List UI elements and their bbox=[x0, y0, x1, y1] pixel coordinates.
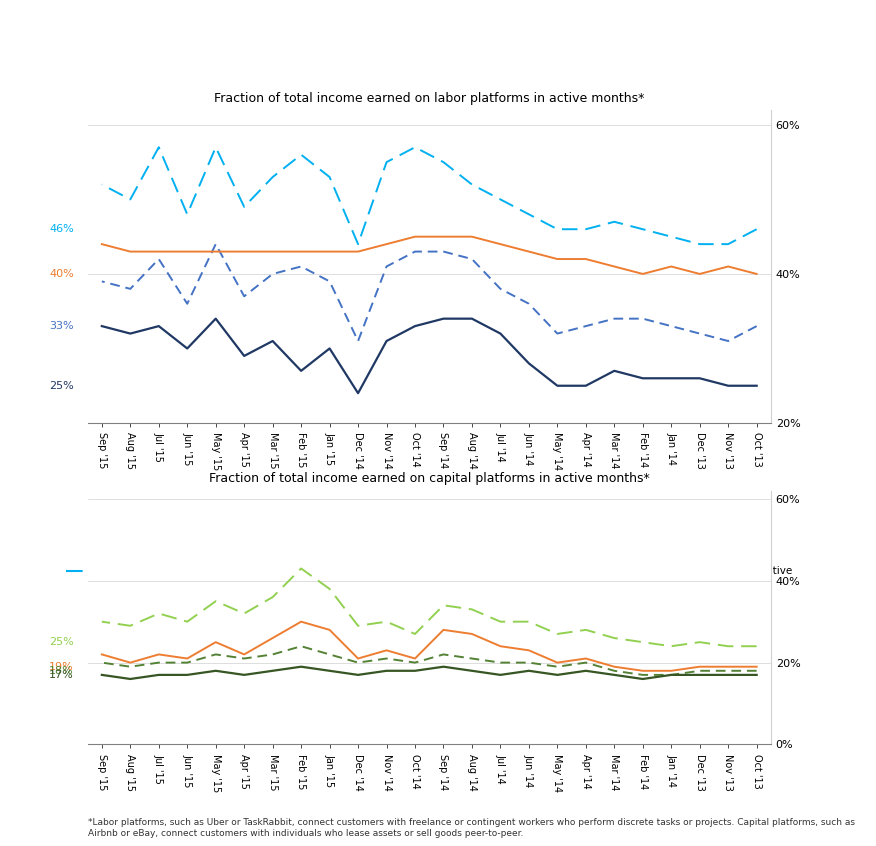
Title: Fraction of total income earned on capital platforms in active months*: Fraction of total income earned on capit… bbox=[208, 472, 650, 486]
Legend: More than 25% of total income, More than 50% of total income, More than 75% of t: More than 25% of total income, More than… bbox=[62, 563, 796, 580]
Title: Fraction of total income earned on labor platforms in active months*: Fraction of total income earned on labor… bbox=[214, 91, 645, 105]
Text: 19%: 19% bbox=[49, 662, 74, 672]
Text: 25%: 25% bbox=[49, 637, 74, 647]
Text: 40%: 40% bbox=[49, 269, 74, 279]
Text: 33%: 33% bbox=[49, 321, 74, 331]
Text: *Labor platforms, such as Uber or TaskRabbit, connect customers with freelance o: *Labor platforms, such as Uber or TaskRa… bbox=[88, 818, 855, 838]
Text: 18%: 18% bbox=[49, 666, 74, 676]
Text: 17%: 17% bbox=[49, 670, 74, 680]
Text: 46%: 46% bbox=[49, 224, 74, 234]
Text: 25%: 25% bbox=[49, 381, 74, 391]
